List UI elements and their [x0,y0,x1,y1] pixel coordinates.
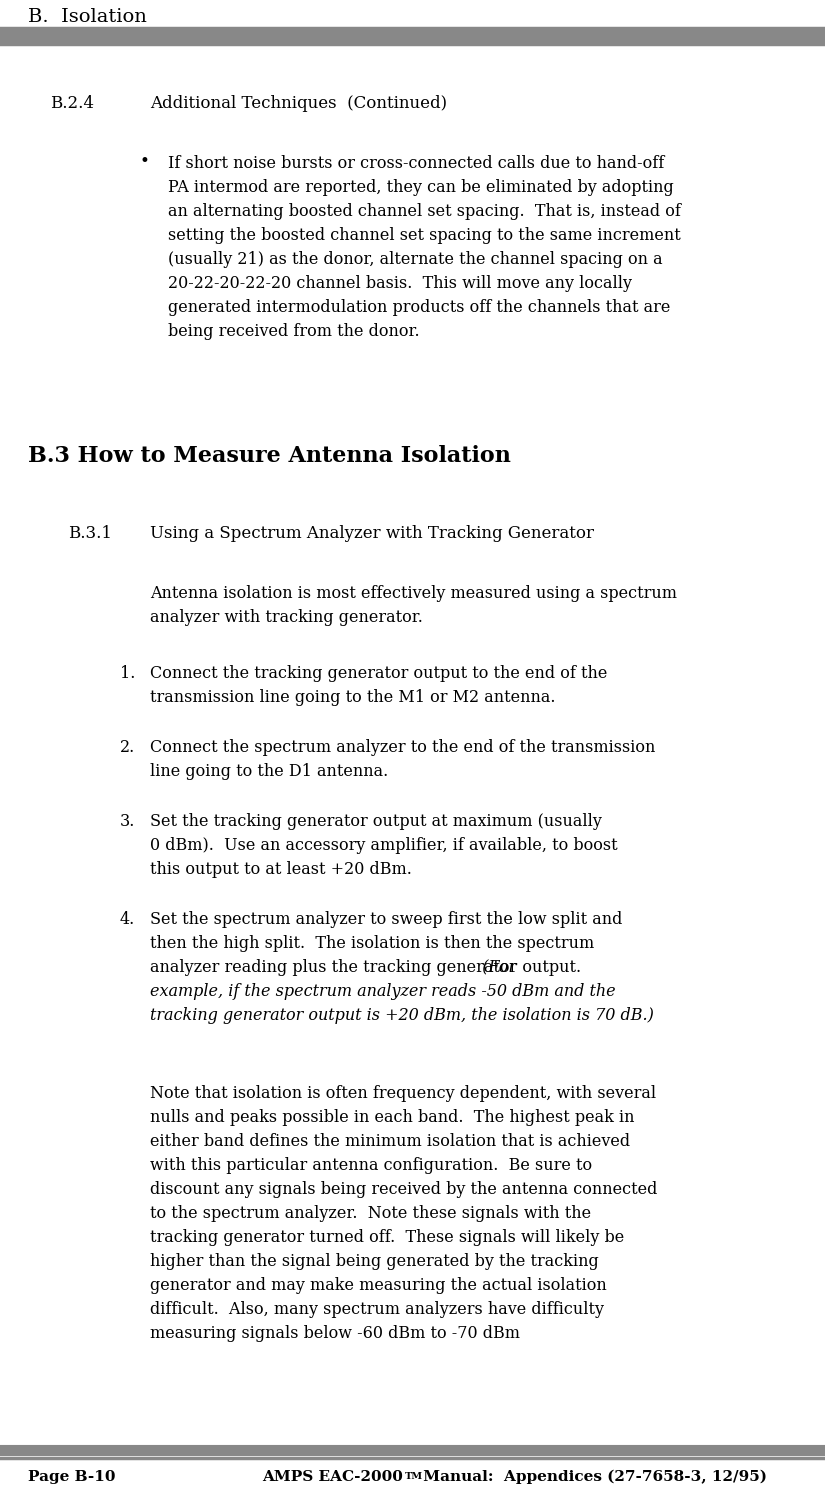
Text: (usually 21) as the donor, alternate the channel spacing on a: (usually 21) as the donor, alternate the… [168,252,662,268]
Text: analyzer with tracking generator.: analyzer with tracking generator. [150,610,423,626]
Text: Additional Techniques  (Continued): Additional Techniques (Continued) [150,94,447,112]
Text: 20-22-20-22-20 channel basis.  This will move any locally: 20-22-20-22-20 channel basis. This will … [168,276,632,292]
Text: •: • [140,153,150,169]
Text: AMPS EAC-2000: AMPS EAC-2000 [262,1470,403,1485]
Text: with this particular antenna configuration.  Be sure to: with this particular antenna configurati… [150,1156,592,1174]
Text: example, if the spectrum analyzer reads -50 dBm and the: example, if the spectrum analyzer reads … [150,983,615,1001]
Text: 2.: 2. [120,739,135,756]
Text: this output to at least +20 dBm.: this output to at least +20 dBm. [150,861,412,878]
Text: tracking generator output is +20 dBm, the isolation is 70 dB.): tracking generator output is +20 dBm, th… [150,1007,654,1025]
Text: Connect the spectrum analyzer to the end of the transmission: Connect the spectrum analyzer to the end… [150,739,655,756]
Text: B.  Isolation: B. Isolation [28,7,147,25]
Text: Set the tracking generator output at maximum (usually: Set the tracking generator output at max… [150,813,602,830]
Text: being received from the donor.: being received from the donor. [168,324,420,340]
Text: transmission line going to the M1 or M2 antenna.: transmission line going to the M1 or M2 … [150,689,555,706]
Text: 1.: 1. [120,665,135,682]
Text: Note that isolation is often frequency dependent, with several: Note that isolation is often frequency d… [150,1085,656,1103]
Text: analyzer reading plus the tracking generator output.: analyzer reading plus the tracking gener… [150,959,581,977]
Text: B.2.4: B.2.4 [50,94,94,112]
Text: an alternating boosted channel set spacing.  That is, instead of: an alternating boosted channel set spaci… [168,204,681,220]
Text: higher than the signal being generated by the tracking: higher than the signal being generated b… [150,1252,599,1270]
Text: difficult.  Also, many spectrum analyzers have difficulty: difficult. Also, many spectrum analyzers… [150,1300,604,1318]
Text: Connect the tracking generator output to the end of the: Connect the tracking generator output to… [150,665,607,682]
Text: line going to the D1 antenna.: line going to the D1 antenna. [150,762,389,780]
Text: 0 dBm).  Use an accessory amplifier, if available, to boost: 0 dBm). Use an accessory amplifier, if a… [150,837,618,854]
Text: generator and may make measuring the actual isolation: generator and may make measuring the act… [150,1276,606,1294]
Text: 3.: 3. [120,813,135,830]
Text: tracking generator turned off.  These signals will likely be: tracking generator turned off. These sig… [150,1228,625,1246]
Text: B.3 How to Measure Antenna Isolation: B.3 How to Measure Antenna Isolation [28,445,511,467]
Text: Set the spectrum analyzer to sweep first the low split and: Set the spectrum analyzer to sweep first… [150,911,622,927]
Text: Using a Spectrum Analyzer with Tracking Generator: Using a Spectrum Analyzer with Tracking … [150,524,594,542]
Text: then the high split.  The isolation is then the spectrum: then the high split. The isolation is th… [150,935,594,953]
Text: PA intermod are reported, they can be eliminated by adopting: PA intermod are reported, they can be el… [168,178,674,196]
Text: (For: (For [472,959,516,977]
Text: nulls and peaks possible in each band.  The highest peak in: nulls and peaks possible in each band. T… [150,1109,634,1126]
Text: Antenna isolation is most effectively measured using a spectrum: Antenna isolation is most effectively me… [150,586,677,602]
Text: measuring signals below -60 dBm to -70 dBm: measuring signals below -60 dBm to -70 d… [150,1326,520,1342]
Text: to the spectrum analyzer.  Note these signals with the: to the spectrum analyzer. Note these sig… [150,1204,592,1222]
Text: 4.: 4. [120,911,135,927]
Text: TM: TM [404,1473,422,1482]
Text: setting the boosted channel set spacing to the same increment: setting the boosted channel set spacing … [168,228,681,244]
Text: either band defines the minimum isolation that is achieved: either band defines the minimum isolatio… [150,1132,630,1150]
Text: Page B-10: Page B-10 [28,1470,116,1485]
Text: discount any signals being received by the antenna connected: discount any signals being received by t… [150,1180,658,1198]
Text: If short noise bursts or cross-connected calls due to hand-off: If short noise bursts or cross-connected… [168,154,664,172]
Text: Manual:  Appendices (27-7658-3, 12/95): Manual: Appendices (27-7658-3, 12/95) [417,1470,766,1485]
Text: B.3.1: B.3.1 [68,524,112,542]
Text: generated intermodulation products off the channels that are: generated intermodulation products off t… [168,300,671,316]
